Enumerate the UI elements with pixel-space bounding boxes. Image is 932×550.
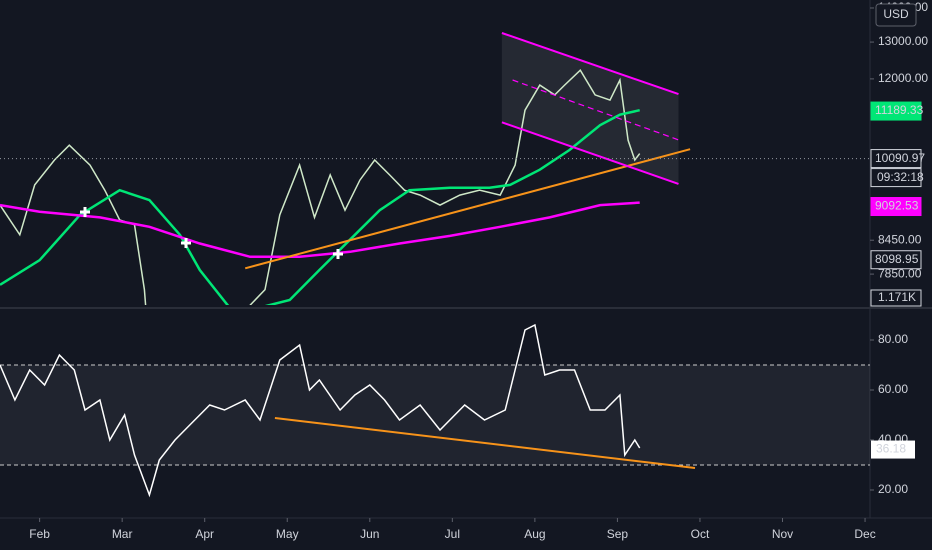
currency-box[interactable]: [875, 3, 917, 27]
y-tick-label: 60.00: [878, 382, 908, 396]
x-tick-label: Sep: [607, 527, 629, 541]
price-tag: [870, 197, 922, 217]
rsi-tag: [871, 440, 915, 459]
currency: USD: [883, 7, 909, 21]
volume-tag: [870, 289, 922, 307]
y-tick-label: 20.00: [878, 482, 908, 496]
price-tag-label: 8098.95: [875, 252, 919, 266]
x-tick-label: Feb: [29, 527, 50, 541]
rsi-pane: [0, 323, 870, 498]
x-tick-label: Dec: [854, 527, 875, 541]
countdown-box: [870, 168, 922, 188]
trend-line: [244, 148, 691, 270]
volume-tag-label: 1.171K: [878, 290, 916, 304]
y-tick-label: 12000.00: [878, 71, 928, 85]
trend-line: [274, 417, 696, 469]
x-tick-label: Oct: [691, 527, 710, 541]
y-tick-label: 13000.00: [878, 34, 928, 48]
x-tick-label: Mar: [112, 527, 133, 541]
y-tick-label: 8450.00: [878, 232, 922, 246]
x-tick-label: Apr: [195, 527, 214, 541]
price-tag: [870, 250, 922, 270]
price-tag-label: 11189.33: [875, 103, 924, 117]
series-line: [0, 69, 641, 305]
x-tick-label: Jul: [445, 527, 460, 541]
signal-markers: [80, 207, 343, 259]
series-line: [0, 201, 640, 259]
series-line: [0, 323, 641, 498]
price-tag-label: 9092.53: [875, 199, 919, 213]
x-tick-label: Nov: [772, 527, 793, 541]
y-tick-label: 7850.00: [878, 266, 922, 280]
price-tag-label: 10090.97: [875, 151, 925, 165]
trend-line: [501, 121, 679, 185]
x-tick-label: Jun: [360, 527, 379, 541]
x-tick-label: May: [276, 527, 299, 541]
price-tag: [870, 101, 922, 121]
rsi-tag-label: 36.18: [876, 442, 906, 456]
rsi-band: [0, 365, 870, 465]
trend-line: [501, 32, 679, 96]
axes: 7850.008450.0012000.0013000.0014000.0011…: [29, 0, 928, 541]
y-tick-label: 80.00: [878, 332, 908, 346]
x-tick-label: Aug: [524, 527, 545, 541]
price-tag: [870, 149, 922, 169]
countdown: 09:32:18: [877, 170, 924, 184]
